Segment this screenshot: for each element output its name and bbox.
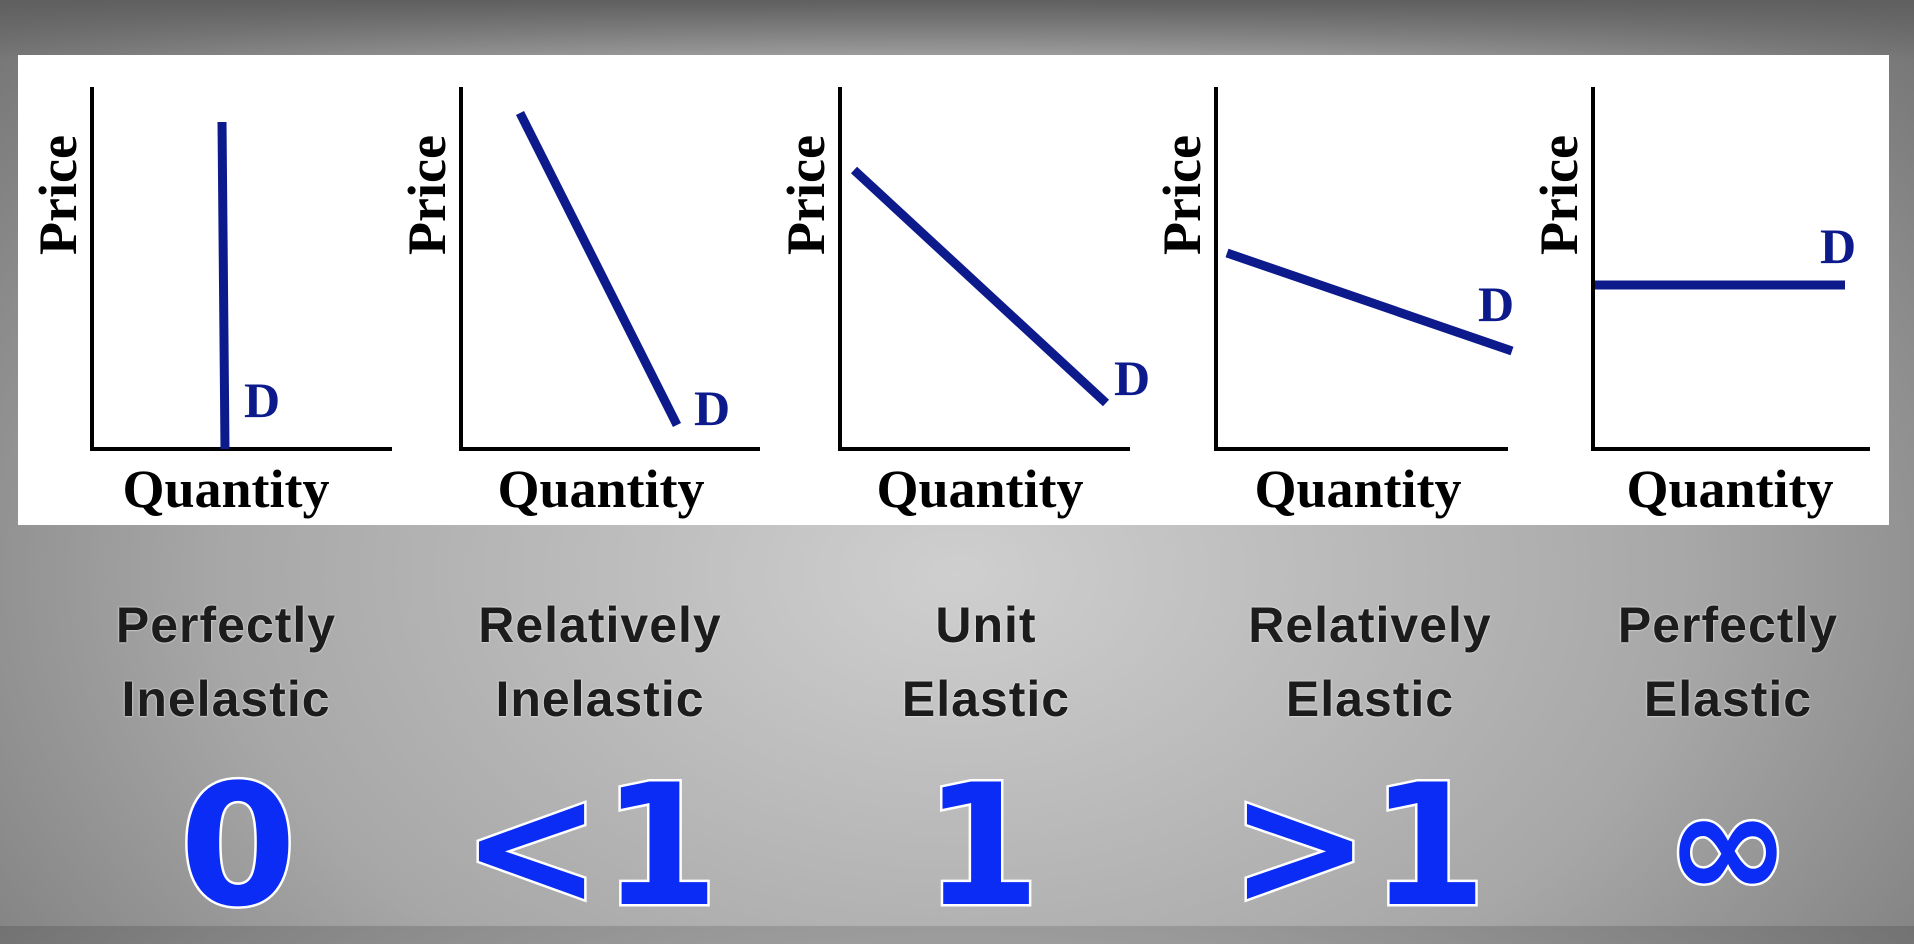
elasticity-value-unit-elastic: 1 bbox=[921, 748, 1043, 944]
demand-label: D bbox=[694, 380, 730, 436]
x-axis-label: Quantity bbox=[1254, 459, 1461, 519]
caption-line-2: Inelastic bbox=[121, 671, 331, 727]
y-axis-label: Price bbox=[28, 135, 88, 255]
demand-diagrams: Price Quantity D Price Quantity D Price … bbox=[28, 87, 1870, 519]
demand-label: D bbox=[1478, 276, 1514, 332]
caption-line-1: Relatively bbox=[1248, 597, 1492, 653]
elasticity-value-perfectly-elastic: ∞ bbox=[1663, 759, 1793, 933]
demand-curve bbox=[217, 121, 230, 450]
caption-unit-elastic: Unit Elastic bbox=[806, 588, 1166, 736]
caption-line-1: Perfectly bbox=[115, 597, 337, 653]
caption-line-2: Inelastic bbox=[495, 671, 705, 727]
y-axis-label: Price bbox=[1529, 135, 1589, 255]
demand-label: D bbox=[244, 372, 280, 428]
caption-line-2: Elastic bbox=[1643, 671, 1813, 727]
diagram-perfectly-inelastic: Price Quantity D bbox=[28, 87, 392, 519]
x-axis-label: Quantity bbox=[122, 459, 329, 519]
diagram-perfectly-elastic: Price Quantity D bbox=[1529, 87, 1870, 519]
x-axis-label: Quantity bbox=[497, 459, 704, 519]
x-axis-label: Quantity bbox=[1626, 459, 1833, 519]
elasticity-value-relatively-inelastic: <1 bbox=[459, 748, 722, 944]
x-axis-label: Quantity bbox=[876, 459, 1083, 519]
caption-line-2: Elastic bbox=[1285, 671, 1455, 727]
diagram-relatively-elastic: Price Quantity D bbox=[1152, 87, 1514, 519]
demand-curve bbox=[515, 110, 682, 428]
diagram-panel: Price Quantity D Price Quantity D Price … bbox=[18, 55, 1889, 525]
caption-line-2: Elastic bbox=[901, 671, 1071, 727]
caption-line-1: Unit bbox=[935, 597, 1037, 653]
diagram-relatively-inelastic: Price Quantity D bbox=[397, 87, 760, 519]
demand-curve bbox=[1225, 248, 1514, 356]
y-axis-label: Price bbox=[397, 135, 457, 255]
y-axis-label: Price bbox=[776, 135, 836, 255]
caption-perfectly-inelastic: Perfectly Inelastic bbox=[46, 588, 406, 736]
elasticity-value-relatively-elastic: >1 bbox=[1227, 748, 1490, 944]
caption-line-1: Perfectly bbox=[1617, 597, 1839, 653]
elasticity-value-perfectly-inelastic: 0 bbox=[177, 748, 299, 944]
demand-label: D bbox=[1820, 218, 1856, 274]
y-axis-label: Price bbox=[1152, 135, 1212, 255]
caption-relatively-elastic: Relatively Elastic bbox=[1190, 588, 1550, 736]
caption-relatively-inelastic: Relatively Inelastic bbox=[420, 588, 780, 736]
demand-curve bbox=[850, 166, 1110, 407]
diagram-unit-elastic: Price Quantity D bbox=[776, 87, 1150, 519]
top-shade bbox=[0, 0, 1914, 60]
demand-label: D bbox=[1114, 350, 1150, 406]
caption-perfectly-elastic: Perfectly Elastic bbox=[1548, 588, 1908, 736]
caption-line-1: Relatively bbox=[478, 597, 722, 653]
